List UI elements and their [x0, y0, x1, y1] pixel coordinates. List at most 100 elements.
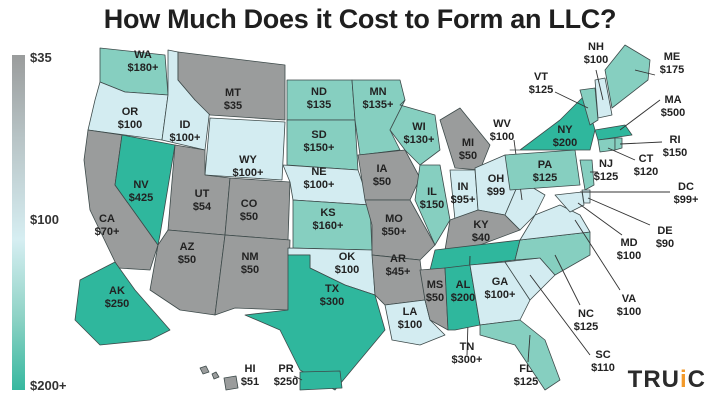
- state-abbr-sd: SD: [311, 129, 326, 141]
- state-nh: [594, 77, 613, 119]
- state-wi: [389, 99, 441, 166]
- state-abbr-nv: NV: [133, 179, 149, 191]
- leader-line-md: [577, 202, 623, 236]
- leader-line-nc: [554, 254, 581, 306]
- state-abbr-mi: MI: [462, 137, 474, 149]
- state-abbr-ri: RI: [670, 134, 681, 146]
- state-cost-nv: $425: [129, 192, 153, 204]
- state-abbr-co: CO: [241, 198, 258, 210]
- state-cost-wa: $180+: [128, 62, 159, 74]
- state-cost-ar: $45+: [386, 266, 411, 278]
- state-ri: [614, 137, 623, 151]
- state-cost-or: $100: [118, 119, 142, 131]
- truic-logo: TRUiC: [627, 366, 706, 393]
- state-abbr-al: AL: [456, 279, 471, 291]
- state-cost-ak: $250: [105, 298, 129, 310]
- legend-label-top: $35: [30, 50, 52, 65]
- state-cost-nd: $135: [307, 99, 331, 111]
- state-abbr-nd: ND: [311, 86, 327, 98]
- leader-line-ct: [607, 147, 636, 161]
- state-cost-pa: $125: [533, 172, 557, 184]
- state-cost-ri: $150: [663, 147, 687, 159]
- state-cost-co: $50: [240, 211, 258, 223]
- state-abbr-ne: NE: [311, 166, 326, 178]
- state-cost-nj: $125: [594, 171, 618, 183]
- state-abbr-ms: MS: [427, 279, 444, 291]
- state-fl: [479, 319, 561, 391]
- state-abbr-me: ME: [664, 51, 681, 63]
- state-cost-az: $50: [178, 254, 196, 266]
- state-abbr-ok: OK: [339, 251, 356, 263]
- state-cost-ct: $120: [634, 166, 658, 178]
- state-cost-me: $175: [660, 64, 684, 76]
- state-abbr-nh: NH: [588, 41, 604, 53]
- legend-label-bottom: $200+: [30, 378, 67, 393]
- leader-line-sc: [529, 274, 591, 356]
- state-abbr-pa: PA: [538, 159, 553, 171]
- state-cost-il: $150: [420, 199, 444, 211]
- leader-line-ri: [619, 141, 663, 145]
- state-cost-hi: $51: [241, 376, 259, 388]
- state-cost-sd: $150+: [304, 142, 335, 154]
- legend-label-middle: $100: [30, 212, 59, 227]
- state-mn: [351, 79, 406, 156]
- leader-line-vt: [554, 91, 589, 109]
- state-nv: [114, 134, 176, 246]
- state-cost-wi: $130+: [404, 134, 435, 146]
- state-tx: [244, 254, 386, 391]
- state-cost-sc: $110: [591, 362, 615, 374]
- legend-color-scale: [12, 55, 25, 390]
- state-pa: [504, 149, 581, 191]
- state-cost-fl: $125: [514, 376, 538, 388]
- state-cost-al: $200: [451, 292, 475, 304]
- state-al: [444, 264, 481, 331]
- state-abbr-vt: VT: [534, 71, 548, 83]
- state-abbr-wa: WA: [134, 49, 152, 61]
- state-cost-ma: $500: [661, 107, 685, 119]
- state-abbr-ct: CT: [639, 153, 654, 165]
- state-hi: [211, 371, 220, 380]
- state-abbr-la: LA: [403, 306, 418, 318]
- state-cost-vt: $125: [529, 84, 553, 96]
- state-abbr-ia: IA: [377, 163, 388, 175]
- state-cost-tx: $300: [320, 296, 344, 308]
- leader-line-fl: [527, 334, 531, 363]
- state-cost-la: $100: [398, 319, 422, 331]
- state-abbr-fl: FL: [519, 363, 533, 375]
- state-ia: [357, 149, 421, 201]
- state-abbr-wi: WI: [412, 121, 425, 133]
- state-cost-mt: $35: [224, 100, 242, 112]
- state-abbr-ar: AR: [390, 253, 406, 265]
- state-cost-mn: $135+: [363, 99, 394, 111]
- state-cost-ks: $160+: [313, 220, 344, 232]
- leader-line-pr: [293, 375, 303, 381]
- state-abbr-de: DE: [657, 225, 672, 237]
- state-abbr-ut: UT: [195, 188, 210, 200]
- state-cost-ok: $100: [335, 264, 359, 276]
- state-ak: [74, 261, 171, 346]
- state-abbr-tn: TN: [460, 341, 475, 353]
- state-abbr-oh: OH: [488, 173, 505, 185]
- state-cost-de: $90: [656, 238, 674, 250]
- state-abbr-il: IL: [427, 186, 437, 198]
- state-mt: [177, 51, 286, 121]
- state-cost-dc: $99+: [674, 194, 699, 206]
- page-title: How Much Does it Cost to Form an LLC?: [103, 4, 617, 34]
- state-pr: [299, 370, 343, 391]
- state-cost-mi: $50: [459, 150, 477, 162]
- state-cost-nh: $100: [584, 54, 608, 66]
- state-abbr-ny: NY: [557, 124, 573, 136]
- state-ms: [419, 267, 449, 331]
- state-abbr-ma: MA: [664, 94, 681, 106]
- leader-line-va: [574, 219, 621, 291]
- state-cost-ca: $70+: [95, 226, 120, 238]
- state-abbr-mo: MO: [385, 213, 403, 225]
- state-cost-ny: $200: [553, 137, 577, 149]
- state-hi: [199, 365, 210, 375]
- state-abbr-mn: MN: [369, 86, 386, 98]
- state-abbr-in: IN: [458, 181, 469, 193]
- state-cost-ky: $40: [472, 232, 490, 244]
- state-nj: [579, 159, 595, 191]
- leader-line-de: [587, 197, 651, 226]
